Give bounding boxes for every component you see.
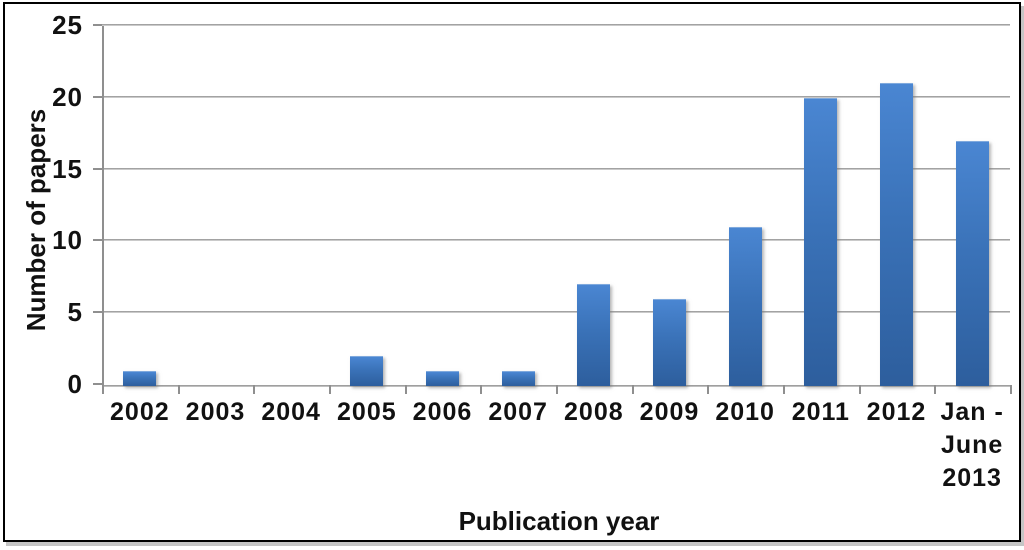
x-axis-tick [631, 385, 634, 394]
x-tick-label: Jan - June 2013 [940, 398, 1004, 492]
y-axis-tick [93, 95, 102, 98]
bar [501, 370, 535, 386]
x-tick-label: 2007 [488, 398, 548, 426]
bar [653, 298, 686, 386]
x-axis-tick [783, 385, 785, 394]
y-axis-line [102, 26, 104, 385]
x-axis-tick [707, 385, 710, 394]
y-axis-tick [93, 311, 102, 314]
gridline [102, 239, 1010, 242]
bar [880, 83, 913, 386]
y-tick-label: 20 [52, 81, 83, 112]
y-tick-label: 25 [52, 10, 83, 40]
x-axis-tick [177, 385, 180, 394]
x-axis-tick [329, 385, 331, 394]
x-tick-label: 2010 [715, 398, 775, 426]
x-axis-tick [556, 385, 558, 394]
y-axis-tick [93, 383, 102, 385]
x-axis-tick [480, 385, 483, 394]
y-axis-tick [93, 167, 102, 170]
x-axis-title: Publication year [458, 506, 660, 536]
x-tick-label: 2006 [412, 398, 473, 426]
x-axis-tick [1010, 385, 1012, 394]
gridline [102, 24, 1010, 26]
x-tick-label: 2012 [866, 398, 927, 426]
y-axis-tick [93, 24, 102, 26]
x-tick-label: 2011 [791, 398, 850, 426]
y-tick-label: 15 [52, 153, 83, 184]
gridline [102, 311, 1010, 314]
bar [804, 97, 838, 386]
gridline [102, 95, 1010, 98]
y-tick-label: 0 [67, 369, 83, 399]
x-tick-label: 2004 [261, 398, 321, 426]
y-tick-label: 5 [67, 297, 83, 328]
y-axis-title: Number of papers [21, 108, 51, 332]
chart-frame: 0 5 10 15 20 25 2002 2003 2004 2005 2006 2007 2008 20… [3, 2, 1021, 542]
y-axis-tick [93, 239, 102, 242]
gridline [102, 167, 1010, 170]
x-axis-tick [934, 385, 937, 394]
x-axis-tick [102, 385, 104, 394]
x-axis-tick [253, 385, 256, 394]
x-axis-tick [858, 385, 861, 394]
x-tick-label: 2009 [639, 398, 700, 426]
bar [577, 284, 611, 386]
x-tick-label: 2003 [185, 398, 246, 426]
y-tick-label: 10 [52, 225, 83, 256]
x-tick-label: 2005 [337, 398, 397, 426]
bar [955, 140, 989, 386]
x-tick-label: 2008 [564, 398, 624, 426]
bar [728, 227, 762, 386]
bar [426, 370, 459, 386]
x-axis-tick [404, 385, 407, 394]
x-tick-label: 2002 [110, 398, 170, 426]
bar [350, 356, 384, 386]
bar [123, 370, 157, 386]
